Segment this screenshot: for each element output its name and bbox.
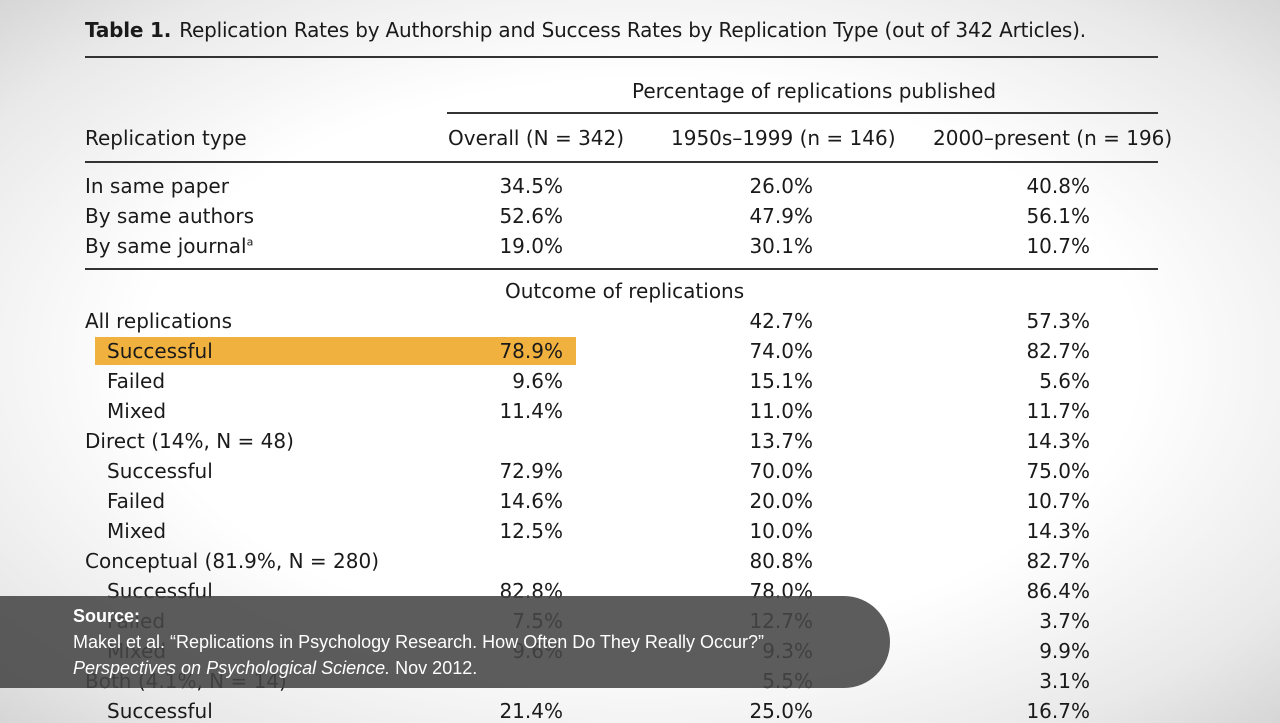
outcome-cell-col2: 80.8% [749,549,813,573]
outcome-cell-col3: 14.3% [1026,519,1090,543]
col-header-2000: 2000–present (n = 196) [933,126,1173,150]
source-citation: Makel et al. “Replications in Psychology… [73,632,764,652]
outcome-cell-col3: 57.3% [1026,309,1090,333]
group-heading-outcome: Outcome of replications [505,279,745,303]
col-header-overall: Overall (N = 342) [448,126,625,150]
header-rule [85,161,1158,163]
outcome-cell-col1: 11.4% [499,399,563,423]
outcome-cell-col2: 10.0% [749,519,813,543]
outcome-cell-col2: 70.0% [749,459,813,483]
outcome-cell-col3: 11.7% [1026,399,1090,423]
row-label-text: Conceptual (81.9%, N = 280) [85,549,380,573]
outcome-cell-col3: 10.7% [1026,489,1090,513]
outcome-cell-col1: 78.9% [499,339,563,363]
highlight-bar [95,337,576,365]
footnote-marker: a [246,235,254,249]
table-label: Table 1. [85,18,172,42]
outcome-cell-col2: 42.7% [749,309,813,333]
source-caption: Source: Makel et al. “Replications in Ps… [0,596,890,688]
outcome-cell-col3: 3.1% [1039,669,1090,693]
source-journal: Perspectives on Psychological Science. N… [73,658,477,679]
outcome-row-label: All replications [85,309,232,333]
outcome-row-label: Successful [107,459,213,483]
row-label-text: Failed [107,369,166,393]
outcome-cell-col2: 74.0% [749,339,813,363]
outcome-cell-col3: 82.7% [1026,549,1090,573]
outcome-cell-col3: 75.0% [1026,459,1090,483]
outcome-cell-col1: 9.6% [512,369,563,393]
outcome-cell-col1: 21.4% [499,699,563,723]
journal-name: Perspectives on Psychological Science. [73,658,391,678]
row-label-text: Successful [107,339,213,363]
row-label-text: Successful [107,699,213,723]
pub-cell-col3: 10.7% [1026,234,1090,258]
outcome-cell-col3: 86.4% [1026,579,1090,603]
row-label-text: Mixed [107,399,167,423]
row-label-text: In same paper [85,174,229,198]
col-header-1950s: 1950s–1999 (n = 146) [671,126,896,150]
pub-cell-col3: 56.1% [1026,204,1090,228]
row-label-text: Successful [107,459,213,483]
table-title-text: Replication Rates by Authorship and Succ… [179,18,1086,42]
pub-cell-col2: 26.0% [749,174,813,198]
outcome-cell-col1: 14.6% [499,489,563,513]
outcome-row-label: Conceptual (81.9%, N = 280) [85,549,379,573]
pub-row-label: In same paper [85,174,229,198]
outcome-cell-col3: 14.3% [1026,429,1090,453]
outcome-row-label: Mixed [107,519,166,543]
outcome-cell-col3: 3.7% [1039,609,1090,633]
source-label: Source: [73,606,141,626]
outcome-row-label: Direct (14%, N = 48) [85,429,294,453]
journal-date: Nov 2012. [390,658,478,678]
pub-cell-col1: 34.5% [499,174,563,198]
outcome-cell-col2: 20.0% [749,489,813,513]
outcome-cell-col3: 9.9% [1039,639,1090,663]
outcome-cell-col2: 13.7% [749,429,813,453]
outcome-cell-col3: 5.6% [1039,369,1090,393]
section-rule [85,268,1158,270]
pub-row-label: By same authors [85,204,254,228]
pub-cell-col1: 52.6% [499,204,563,228]
outcome-cell-col2: 11.0% [749,399,813,423]
row-label-text: Mixed [107,519,167,543]
outcome-row-label: Mixed [107,399,166,423]
row-label-text: Direct (14%, N = 48) [85,429,294,453]
outcome-cell-col1: 12.5% [499,519,563,543]
outcome-row-label: Failed [107,369,165,393]
row-label-text: By same journal [85,234,247,258]
outcome-cell-col3: 82.7% [1026,339,1090,363]
pub-cell-col1: 19.0% [499,234,563,258]
stub-header: Replication type [85,126,247,150]
pub-cell-col2: 30.1% [749,234,813,258]
outcome-cell-col3: 16.7% [1026,699,1090,723]
outcome-row-label: Failed [107,489,165,513]
group-rule [447,112,1158,114]
pub-cell-col2: 47.9% [749,204,813,228]
row-label-text: All replications [85,309,233,333]
row-label-text: By same authors [85,204,255,228]
pub-row-label: By same journala [85,234,253,258]
top-rule [85,56,1158,58]
outcome-cell-col1: 72.9% [499,459,563,483]
outcome-cell-col2: 15.1% [749,369,813,393]
pub-cell-col3: 40.8% [1026,174,1090,198]
outcome-row-label: Successful [107,699,213,723]
outcome-row-label: Successful [107,339,213,363]
outcome-cell-col2: 25.0% [749,699,813,723]
row-label-text: Failed [107,489,166,513]
table-title: Table 1. Replication Rates by Authorship … [85,18,1086,42]
group-heading-percentage: Percentage of replications published [632,79,997,103]
